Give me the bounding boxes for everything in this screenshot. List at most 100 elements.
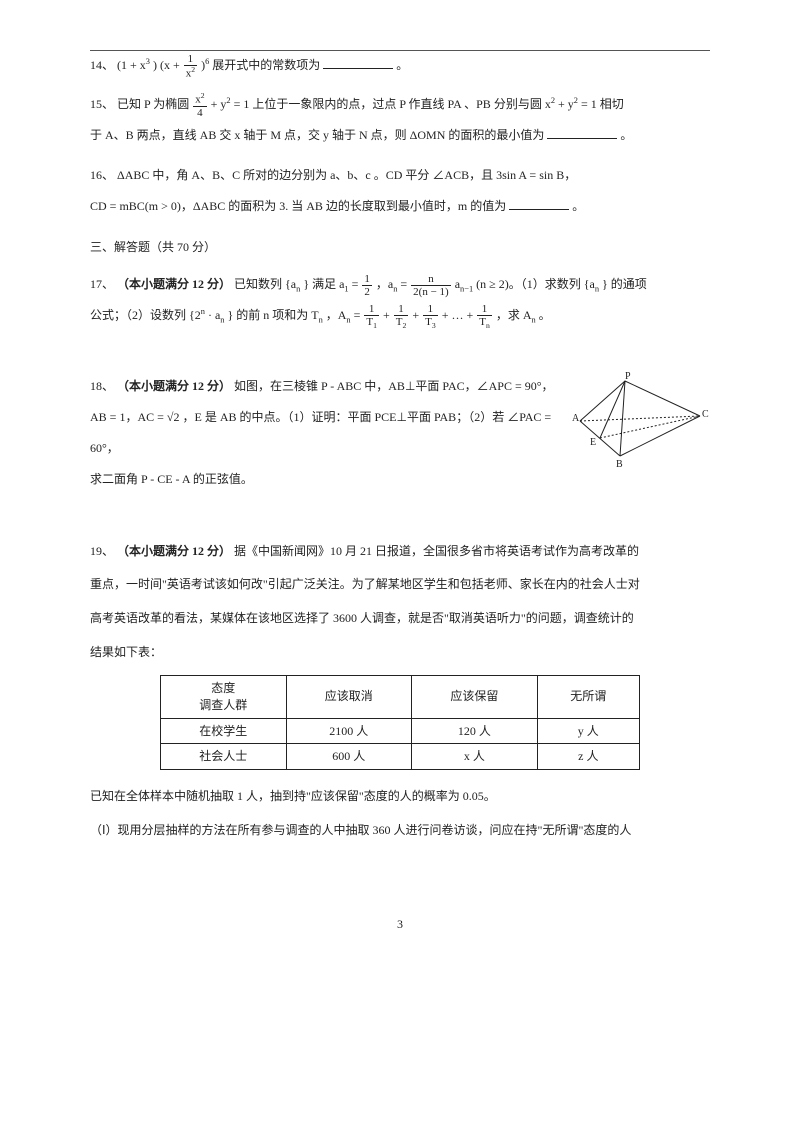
q17-num: 17、 <box>90 277 114 291</box>
q19-l3: 高考英语改革的看法，某媒体在该地区选择了 3600 人调查，就是否"取消英语听力… <box>90 611 634 625</box>
q17-n2: n <box>393 285 397 294</box>
q17-t2n: 1 <box>394 303 409 316</box>
q17-l2f: ，求 A <box>496 308 532 322</box>
q17-dots: + … + <box>442 308 477 322</box>
q17-half: 1 2 <box>362 273 372 298</box>
q17-half-d: 2 <box>362 286 372 298</box>
question-18: 18、 （本小题满分 12 分） 如图，在三棱锥 P - ABC 中，AB⊥平面… <box>90 371 710 496</box>
q15-sup2c: 2 <box>574 96 578 105</box>
q17-p1: + <box>383 308 393 322</box>
cell-120: 120 人 <box>412 718 538 744</box>
question-17: 17、 （本小题满分 12 分） 已知数列 {an } 满足 a1 = 1 2 … <box>90 269 710 331</box>
q18-l2a: AB = 1，AC = <box>90 410 167 424</box>
q15-num: 15、 <box>90 97 114 111</box>
fig-label-c: C <box>702 409 709 420</box>
q16-blank <box>509 198 569 210</box>
q17-t2d: T2 <box>394 316 409 331</box>
q17-nm1: n−1 <box>460 285 473 294</box>
q15-sup2b: 2 <box>551 96 555 105</box>
fig-label-a: A <box>572 413 580 424</box>
q19-l4: 结果如下表： <box>90 645 162 659</box>
q17-l2d: ，A <box>326 308 347 322</box>
q17-f2: n 2(n − 1) <box>411 273 451 298</box>
question-16: 16、 ΔABC 中，角 A、B、C 所对的边分别为 a、b、c 。CD 平分 … <box>90 160 710 222</box>
th-cancel: 应该取消 <box>286 676 412 719</box>
th-attitude-b: 调查人群 <box>169 697 278 714</box>
q17-s1: 1 <box>344 285 348 294</box>
q17-t1d: T1 <box>364 316 379 331</box>
question-15: 15、 已知 P 为椭圆 x2 4 + y2 = 1 上位于一象限内的点，过点 … <box>90 89 710 151</box>
cell-social: 社会人士 <box>161 744 287 770</box>
q18-num: 18、 <box>90 379 114 393</box>
fig-label-e: E <box>590 437 596 448</box>
th-attitude: 态度 调查人群 <box>161 676 287 719</box>
q19-head: （本小题满分 12 分） <box>117 544 231 558</box>
q15-l1c: = 1 上位于一象限内的点，过点 P 作直线 PA 、PB 分别与圆 x <box>234 97 551 111</box>
q15-l1d: + y <box>558 97 574 111</box>
q19-l6: （Ⅰ）现用分层抽样的方法在所有参与调查的人中抽取 360 人进行问卷访谈，问应在… <box>90 823 631 837</box>
q17-l1a: 已知数列 {a <box>234 277 296 291</box>
q15-blank <box>547 127 617 139</box>
q14-sup6: 6 <box>205 57 209 66</box>
q14-b: ) (x + <box>153 58 180 72</box>
q17-tn: 1Tn <box>477 303 492 331</box>
q16-num: 16、 <box>90 168 114 182</box>
q17-l1b: } 满足 a <box>303 277 344 291</box>
q15-l1e: = 1 相切 <box>581 97 624 111</box>
table-row: 社会人士 600 人 x 人 z 人 <box>161 744 640 770</box>
q17-l1g: (n ≥ 2)。（1）求数列 {a <box>476 277 595 291</box>
q17-t1n: 1 <box>364 303 379 316</box>
q17-l2g: 。 <box>539 308 551 322</box>
q17-t2: 1T2 <box>394 303 409 331</box>
th-keep: 应该保留 <box>412 676 538 719</box>
q17-n6: n <box>346 316 350 325</box>
q17-n5: n <box>319 316 323 325</box>
section-3-title: 三、解答题（共 70 分） <box>90 232 710 263</box>
q18-l1: 如图，在三棱锥 P - ABC 中，AB⊥平面 PAC，∠APC = 90°， <box>234 379 554 393</box>
q17-tnd: Tn <box>477 316 492 331</box>
th-neutral: 无所谓 <box>537 676 639 719</box>
cell-2100: 2100 人 <box>286 718 412 744</box>
q19-l1: 据《中国新闻网》10 月 21 日报道，全国很多省市将英语考试作为高考改革的 <box>234 544 639 558</box>
cell-600: 600 人 <box>286 744 412 770</box>
q14-frac-den: x2 <box>184 66 197 80</box>
cell-z: z 人 <box>537 744 639 770</box>
page-number: 3 <box>0 917 800 932</box>
q17-n1: n <box>296 285 300 294</box>
survey-table: 态度 调查人群 应该取消 应该保留 无所谓 在校学生 2100 人 120 人 … <box>160 675 640 770</box>
q17-n4: n <box>220 316 224 325</box>
q17-l1h: } 的通项 <box>602 277 647 291</box>
q19-l2: 重点，一时间"英语考试该如何改"引起广泛关注。为了解某地区学生和包括老师、家长在… <box>90 577 640 591</box>
th-attitude-a: 态度 <box>169 680 278 697</box>
table-row: 态度 调查人群 应该取消 应该保留 无所谓 <box>161 676 640 719</box>
q17-l2a: 公式；（2）设数列 {2 <box>90 308 201 322</box>
q17-f2-n: n <box>411 273 451 286</box>
question-19: 19、 （本小题满分 12 分） 据《中国新闻网》10 月 21 日报道，全国很… <box>90 535 710 848</box>
q15-frac: x2 4 <box>193 92 206 119</box>
q17-l1d: ，a <box>376 277 393 291</box>
q17-l1c: = <box>352 277 362 291</box>
cell-x: x 人 <box>412 744 538 770</box>
q14-frac-den-sup: 2 <box>191 65 195 74</box>
q17-supn: n <box>201 307 205 316</box>
q18-l3: 求二面角 P - CE - A 的正弦值。 <box>90 472 253 486</box>
q16-l1: ΔABC 中，角 A、B、C 所对的边分别为 a、b、c 。CD 平分 ∠ACB… <box>117 168 576 182</box>
q18-head: （本小题满分 12 分） <box>117 379 231 393</box>
q14-sup3: 3 <box>146 57 150 66</box>
q14-num: 14、 <box>90 58 114 72</box>
q17-t3: 1T3 <box>423 303 438 331</box>
q17-f2-d: 2(n − 1) <box>411 286 451 298</box>
q15-l2: 于 A、B 两点，直线 AB 交 x 轴于 M 点，交 y 轴于 N 点，则 Δ… <box>90 128 544 142</box>
cell-students: 在校学生 <box>161 718 287 744</box>
table-row: 在校学生 2100 人 120 人 y 人 <box>161 718 640 744</box>
q17-l2b: · a <box>208 308 220 322</box>
q15-period: 。 <box>620 128 632 142</box>
q15-l1a: 已知 P 为椭圆 <box>117 97 189 111</box>
tetrahedron-figure: P A B C E <box>570 371 710 471</box>
q17-n7: n <box>531 316 535 325</box>
q18-sqrt2: √2 <box>167 410 180 424</box>
q17-t3d: T3 <box>423 316 438 331</box>
q14-frac: 1 x2 <box>184 53 197 80</box>
q15-frac-num-sup: 2 <box>201 91 205 100</box>
q16-period: 。 <box>572 199 584 213</box>
